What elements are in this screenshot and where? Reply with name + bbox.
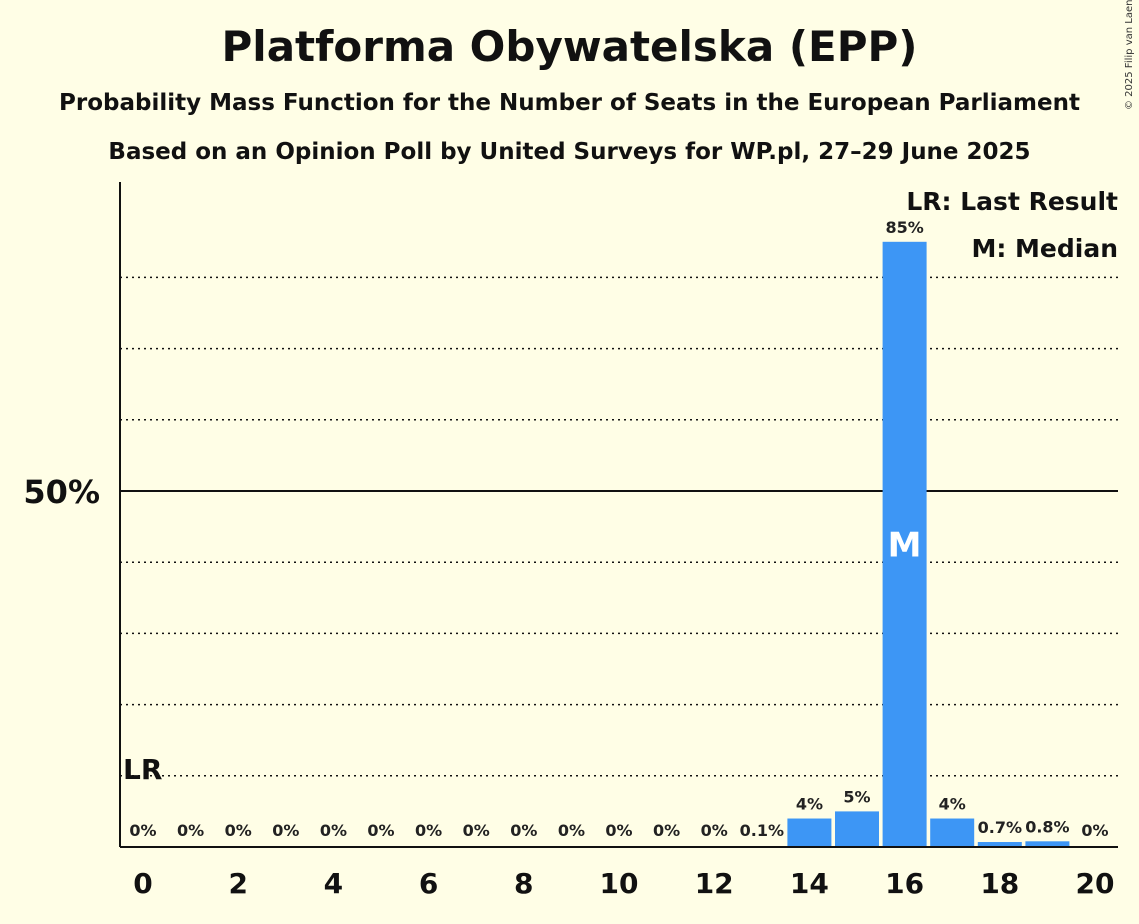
bar-label-seat-7: 0% bbox=[463, 821, 490, 840]
bar-seat-14 bbox=[787, 818, 832, 847]
x-tick-label-14: 14 bbox=[790, 867, 829, 900]
y-tick-label-50: 50% bbox=[23, 473, 100, 511]
bar-label-seat-8: 0% bbox=[510, 821, 537, 840]
last-result-marker: LR bbox=[123, 753, 162, 786]
x-tick-label-2: 2 bbox=[228, 867, 247, 900]
bar-label-seat-6: 0% bbox=[415, 821, 442, 840]
x-tick-label-16: 16 bbox=[885, 867, 924, 900]
x-tick-label-8: 8 bbox=[514, 867, 533, 900]
x-tick-label-18: 18 bbox=[980, 867, 1019, 900]
x-tick-label-0: 0 bbox=[133, 867, 152, 900]
bar-label-seat-5: 0% bbox=[367, 821, 394, 840]
grid-lines bbox=[120, 276, 1118, 777]
bar-seat-19 bbox=[1025, 841, 1070, 847]
bar-label-seat-14: 4% bbox=[796, 795, 823, 814]
bar-label-seat-11: 0% bbox=[653, 821, 680, 840]
bar-label-seat-20: 0% bbox=[1081, 821, 1108, 840]
bar-label-seat-10: 0% bbox=[605, 821, 632, 840]
bar-seat-18 bbox=[977, 842, 1022, 847]
bar-label-seat-2: 0% bbox=[225, 821, 252, 840]
axes: 50% 0 2 4 6 8 10 12 14 16 18 20 bbox=[23, 182, 1118, 900]
bar-label-seat-18: 0.7% bbox=[978, 818, 1022, 837]
bar-labels: 0% 0% 0% 0% 0% 0% 0% 0% 0% 0% 0% 0% 0% 0.1% 4% 5% 85% 4% 0… bbox=[123, 218, 1109, 840]
bar-label-seat-13: 0.1% bbox=[740, 821, 784, 840]
bar-label-seat-1: 0% bbox=[177, 821, 204, 840]
x-tick-label-10: 10 bbox=[600, 867, 639, 900]
chart-subtitle-source: Based on an Opinion Poll by United Surve… bbox=[108, 139, 1031, 165]
chart-subtitle: Probability Mass Function for the Number… bbox=[59, 90, 1080, 116]
x-tick-label-6: 6 bbox=[419, 867, 438, 900]
legend-last-result: LR: Last Result bbox=[906, 187, 1118, 216]
bar-label-seat-16: 85% bbox=[885, 218, 923, 237]
bar-label-seat-15: 5% bbox=[843, 787, 870, 806]
bar-label-seat-9: 0% bbox=[558, 821, 585, 840]
bar-label-seat-3: 0% bbox=[272, 821, 299, 840]
bar-label-seat-4: 0% bbox=[320, 821, 347, 840]
x-tick-label-4: 4 bbox=[324, 867, 343, 900]
bar-label-seat-0: 0% bbox=[129, 821, 156, 840]
bar-label-seat-19: 0.8% bbox=[1025, 817, 1069, 836]
legend-median: M: Median bbox=[971, 234, 1118, 263]
bar-seat-16 bbox=[882, 241, 927, 848]
chart-title: Platforma Obywatelska (EPP) bbox=[221, 22, 918, 71]
bar-seat-17 bbox=[930, 818, 975, 847]
x-tick-label-20: 20 bbox=[1076, 867, 1115, 900]
x-tick-label-12: 12 bbox=[695, 867, 734, 900]
bar-label-seat-12: 0% bbox=[701, 821, 728, 840]
bar-label-seat-17: 4% bbox=[939, 795, 966, 814]
bar-seat-15 bbox=[835, 811, 879, 847]
median-marker: M bbox=[888, 525, 922, 565]
